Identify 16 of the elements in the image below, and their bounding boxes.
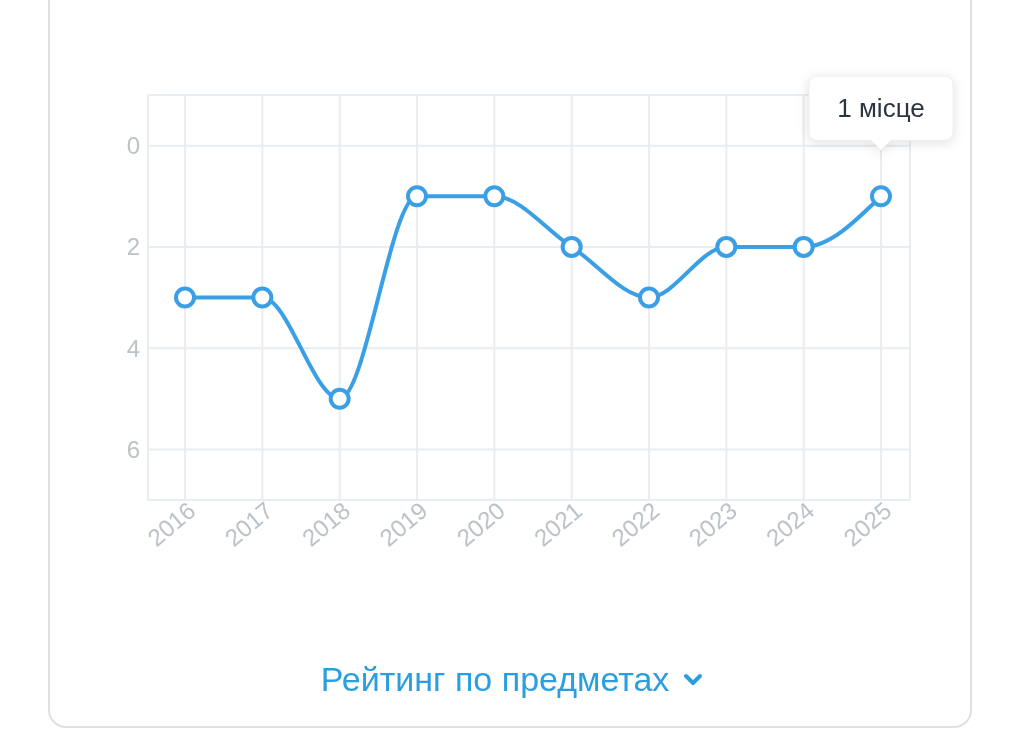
point [638, 286, 660, 309]
y-tick-label: 2 [126, 233, 140, 261]
point [792, 235, 815, 258]
point [251, 286, 274, 309]
point [715, 235, 738, 258]
point [174, 286, 196, 309]
point [406, 185, 428, 208]
text: Рейтинг по предметах [320, 660, 670, 699]
annotation: 1 місце [837, 93, 925, 124]
point [483, 185, 506, 208]
point [560, 235, 583, 258]
y-tick-label: 6 [126, 435, 140, 463]
y-tick-label: 0 [126, 132, 140, 160]
point [328, 387, 351, 410]
y-tick-label: 4 [126, 334, 140, 362]
point [870, 185, 892, 208]
